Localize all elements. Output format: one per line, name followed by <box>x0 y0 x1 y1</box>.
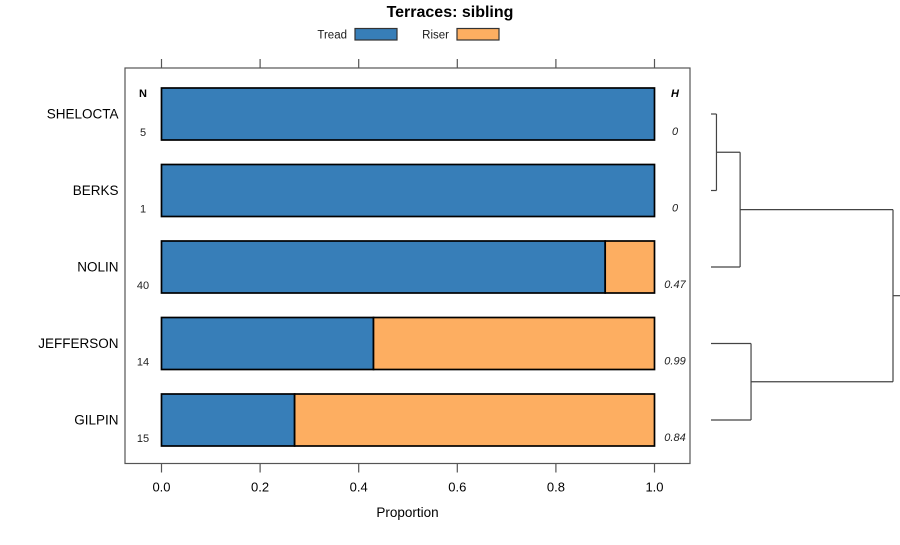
row-label-gilpin: GILPIN <box>74 413 118 428</box>
bar-tread-shelocta <box>160 87 656 141</box>
h-value-jefferson: 0.99 <box>664 356 685 368</box>
bar-riser-gilpin <box>293 393 656 447</box>
row-label-shelocta: SHELOCTA <box>47 107 119 122</box>
x-axis-tick-label: 0.0 <box>152 480 170 495</box>
x-axis-ticks-bottom <box>160 463 656 473</box>
n-values: 5 1 40 14 15 <box>137 127 149 445</box>
row-labels: SHELOCTA BERKS NOLIN JEFFERSON GILPIN <box>38 107 118 428</box>
n-value-nolin: 40 <box>137 280 149 292</box>
x-axis-tick-label: 0.4 <box>350 480 368 495</box>
n-value-jefferson: 14 <box>137 357 149 369</box>
h-value-shelocta: 0 <box>672 126 679 138</box>
legend-swatch-tread <box>354 27 398 41</box>
h-value-berks: 0 <box>672 203 679 215</box>
x-axis-title: Proportion <box>376 505 438 520</box>
x-axis-tick-label: 0.6 <box>448 480 466 495</box>
legend: Tread Riser <box>317 27 500 42</box>
bars <box>160 87 656 447</box>
x-axis-tick-label: 0.2 <box>251 480 269 495</box>
bar-tread-jefferson <box>160 316 375 371</box>
x-axis-tick-label: 0.8 <box>547 480 565 495</box>
row-label-berks: BERKS <box>73 183 119 198</box>
bar-riser-jefferson <box>372 316 656 371</box>
h-values: 0 0 0.47 0.99 0.84 <box>664 126 686 444</box>
n-value-gilpin: 15 <box>137 433 149 445</box>
h-value-nolin: 0.47 <box>664 279 686 291</box>
legend-label-riser: Riser <box>422 30 449 42</box>
h-value-gilpin: 0.84 <box>664 432 685 444</box>
legend-swatch-riser <box>456 27 500 41</box>
n-column-header: N <box>139 88 147 100</box>
h-column-header: H <box>671 88 680 100</box>
bar-riser-nolin <box>604 240 656 294</box>
bar-tread-nolin <box>160 240 607 294</box>
x-axis-ticks-top <box>160 59 656 68</box>
chart-title: Terraces: sibling <box>387 4 514 21</box>
row-label-nolin: NOLIN <box>77 260 118 275</box>
n-value-shelocta: 5 <box>140 127 146 139</box>
plot-frame <box>124 67 691 465</box>
x-axis-tick-label: 1.0 <box>645 480 663 495</box>
row-label-jefferson: JEFFERSON <box>38 336 118 351</box>
bar-tread-gilpin <box>160 393 296 447</box>
x-axis-tick-labels: 0.0 0.2 0.4 0.6 0.8 1.0 <box>152 480 663 495</box>
dendrogram <box>711 113 900 421</box>
bar-tread-berks <box>160 163 656 218</box>
n-value-berks: 1 <box>140 204 146 216</box>
legend-label-tread: Tread <box>317 30 347 42</box>
